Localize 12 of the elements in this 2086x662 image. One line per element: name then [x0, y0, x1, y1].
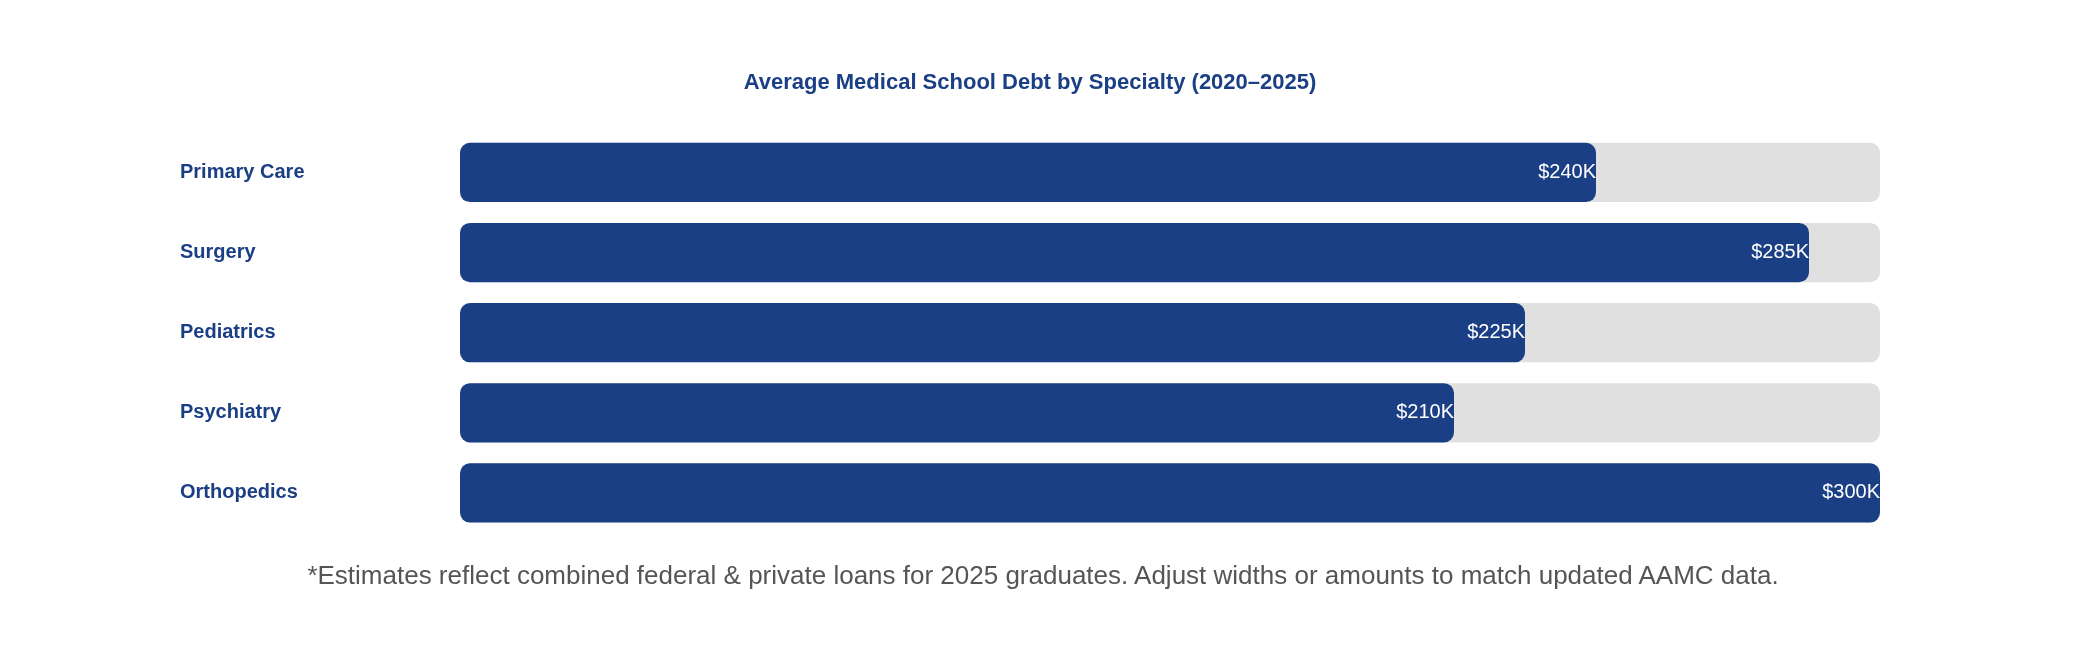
data-label: $285K [1751, 240, 1810, 263]
data-label: $225K [1467, 320, 1526, 343]
y-tick-label: Primary Care [180, 159, 305, 182]
text: *Estimates reflect combined federal & private loans for 2025 graduates. Adjust widths or amounts to match updated AAMC data. [306, 560, 1780, 591]
y-tick-label: Psychiatry [180, 400, 283, 423]
y-tick-label: Surgery [180, 240, 257, 263]
y-tick-label: Pediatrics [180, 320, 276, 343]
chart-title: Average Medical School Debt by Specialty (2020–2025) [743, 69, 1317, 95]
data-label: $240K [1538, 159, 1597, 182]
data-label: $300K [1822, 480, 1881, 503]
data-label: $210K [1396, 400, 1455, 423]
y-tick-label: Orthopedics [180, 480, 298, 503]
